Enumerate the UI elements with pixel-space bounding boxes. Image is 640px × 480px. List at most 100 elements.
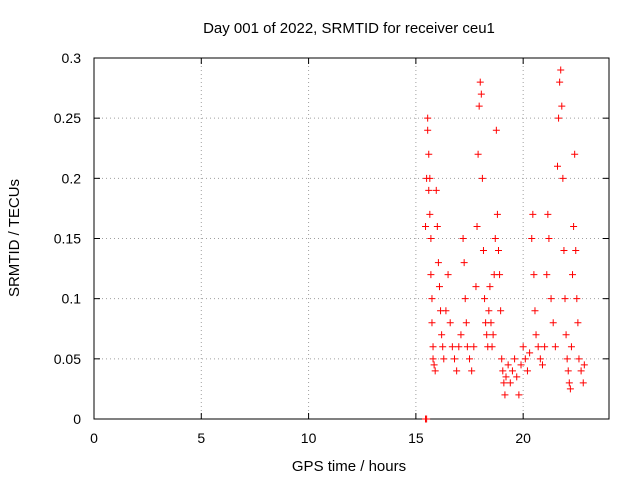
- data-point: [501, 391, 509, 399]
- x-axis-label: GPS time / hours: [292, 458, 406, 475]
- data-point: [549, 319, 557, 327]
- data-point: [562, 331, 570, 339]
- data-point: [496, 271, 504, 279]
- data-point: [536, 355, 544, 363]
- data-point: [538, 361, 546, 369]
- data-point: [427, 271, 435, 279]
- data-point: [569, 271, 577, 279]
- data-point: [521, 355, 529, 363]
- data-point: [472, 283, 480, 291]
- data-point: [489, 331, 497, 339]
- x-tick-label: 0: [90, 430, 98, 446]
- data-point: [571, 150, 579, 158]
- data-point: [517, 361, 525, 369]
- data-point: [545, 235, 553, 242]
- data-point: [440, 355, 448, 363]
- data-point: [502, 373, 510, 381]
- data-point: [563, 355, 571, 363]
- y-tick-label: 0.3: [62, 50, 82, 66]
- data-point: [429, 355, 437, 363]
- data-point: [565, 379, 573, 387]
- data-point: [560, 247, 568, 255]
- data-point: [515, 391, 523, 399]
- data-point: [428, 319, 436, 327]
- data-point: [426, 210, 434, 218]
- data-point: [475, 102, 483, 110]
- data-point: [529, 210, 537, 218]
- data-point: [504, 361, 512, 369]
- x-tick-label: 15: [408, 430, 424, 446]
- data-point: [435, 283, 443, 291]
- data-point: [554, 162, 561, 170]
- data-point: [574, 319, 582, 327]
- data-point: [506, 379, 514, 387]
- data-point: [427, 235, 435, 242]
- data-point: [486, 283, 494, 291]
- data-point: [425, 186, 433, 194]
- data-point: [492, 126, 500, 134]
- data-point: [508, 367, 516, 375]
- chart-title: Day 001 of 2022, SRMTID for receiver ceu…: [203, 20, 495, 37]
- x-tick-label: 5: [197, 430, 205, 446]
- data-point: [567, 343, 575, 351]
- data-point: [528, 235, 536, 242]
- data-point: [557, 66, 565, 74]
- data-point: [429, 343, 437, 351]
- data-point: [433, 222, 441, 230]
- y-tick-label: 0.15: [54, 231, 81, 247]
- data-point: [428, 295, 436, 303]
- data-point: [438, 331, 446, 339]
- data-point: [459, 235, 467, 242]
- data-point: [448, 343, 456, 351]
- data-point: [575, 355, 583, 363]
- data-point: [453, 367, 461, 375]
- data-point: [430, 361, 438, 369]
- data-point: [431, 367, 439, 375]
- data-point: [491, 235, 499, 242]
- data-point: [462, 319, 470, 327]
- data-point: [544, 210, 552, 218]
- data-point: [494, 247, 502, 255]
- data-point: [547, 295, 555, 303]
- data-point: [444, 271, 452, 279]
- data-point: [555, 114, 563, 122]
- data-point: [543, 271, 551, 279]
- data-point: [463, 343, 471, 351]
- data-point: [439, 343, 447, 351]
- data-point: [477, 90, 485, 98]
- data-point: [481, 295, 489, 303]
- data-point: [500, 379, 508, 387]
- data-point: [474, 150, 482, 158]
- x-tick-label: 20: [515, 430, 531, 446]
- data-point: [572, 247, 580, 255]
- data-point: [532, 331, 540, 339]
- data-point: [566, 385, 574, 393]
- data-point: [434, 259, 442, 267]
- data-point: [534, 343, 542, 351]
- data-point: [551, 343, 559, 351]
- data-point: [493, 210, 501, 218]
- data-point: [541, 343, 549, 351]
- data-point: [442, 307, 450, 315]
- data-point: [424, 126, 432, 134]
- data-point: [498, 355, 506, 363]
- data-point: [476, 78, 484, 86]
- data-point: [473, 222, 481, 230]
- data-point: [479, 247, 487, 255]
- data-point: [422, 222, 430, 230]
- data-point: [577, 367, 585, 375]
- data-point: [483, 331, 491, 339]
- data-point: [485, 307, 493, 315]
- y-tick-label: 0: [73, 411, 81, 427]
- data-point: [519, 343, 527, 351]
- data-point: [531, 307, 539, 315]
- y-tick-label: 0.05: [54, 351, 81, 367]
- y-tick-label: 0.25: [54, 110, 81, 126]
- data-point: [559, 174, 567, 182]
- data-point: [497, 307, 505, 315]
- data-point: [499, 367, 507, 375]
- data-point: [451, 355, 458, 363]
- data-point: [478, 174, 486, 182]
- data-point: [561, 295, 569, 303]
